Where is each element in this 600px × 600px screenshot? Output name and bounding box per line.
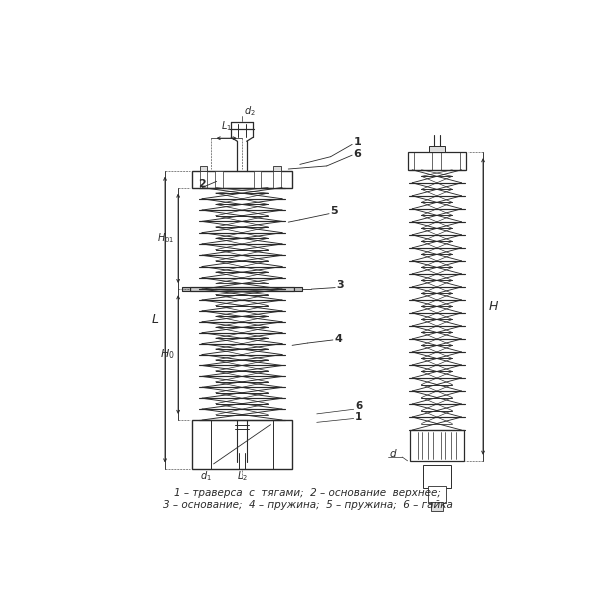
Bar <box>192 420 292 469</box>
Bar <box>192 170 292 187</box>
Text: 1 – траверса  с  тягами;  2 – основание  верхнее;: 1 – траверса с тягами; 2 – основание вер… <box>174 488 441 498</box>
Bar <box>182 287 190 290</box>
Text: $d_1$: $d_1$ <box>200 469 212 483</box>
Text: 6: 6 <box>355 401 362 411</box>
Text: 5: 5 <box>331 206 338 217</box>
Bar <box>410 430 464 461</box>
Text: 1: 1 <box>355 412 362 422</box>
Bar <box>215 170 223 187</box>
Bar <box>273 170 281 187</box>
Bar <box>200 170 208 187</box>
Bar <box>295 287 302 290</box>
Bar <box>429 146 445 152</box>
Bar <box>190 287 295 290</box>
Bar <box>254 170 262 187</box>
Text: 1: 1 <box>354 137 361 147</box>
Text: $d$: $d$ <box>389 447 397 459</box>
Bar <box>273 166 281 170</box>
Text: $d_2$: $d_2$ <box>244 104 256 118</box>
Text: 2: 2 <box>198 179 206 189</box>
Text: 3 – основание;  4 – пружина;  5 – пружина;  6 – гайка: 3 – основание; 4 – пружина; 5 – пружина;… <box>163 500 452 510</box>
Text: 3: 3 <box>337 280 344 290</box>
Bar <box>428 486 446 503</box>
Text: $H_0$: $H_0$ <box>160 347 174 361</box>
Text: $L_2$: $L_2$ <box>236 469 248 483</box>
Bar <box>200 166 208 170</box>
Text: $H$: $H$ <box>488 301 500 313</box>
Text: $L$: $L$ <box>151 313 160 326</box>
Text: 6: 6 <box>354 149 362 158</box>
Text: $L_1$: $L_1$ <box>221 119 232 133</box>
Bar <box>407 152 466 170</box>
Bar <box>431 502 443 511</box>
Bar <box>423 464 451 488</box>
Text: $H_{01}$: $H_{01}$ <box>157 232 174 245</box>
Text: 4: 4 <box>334 334 343 343</box>
